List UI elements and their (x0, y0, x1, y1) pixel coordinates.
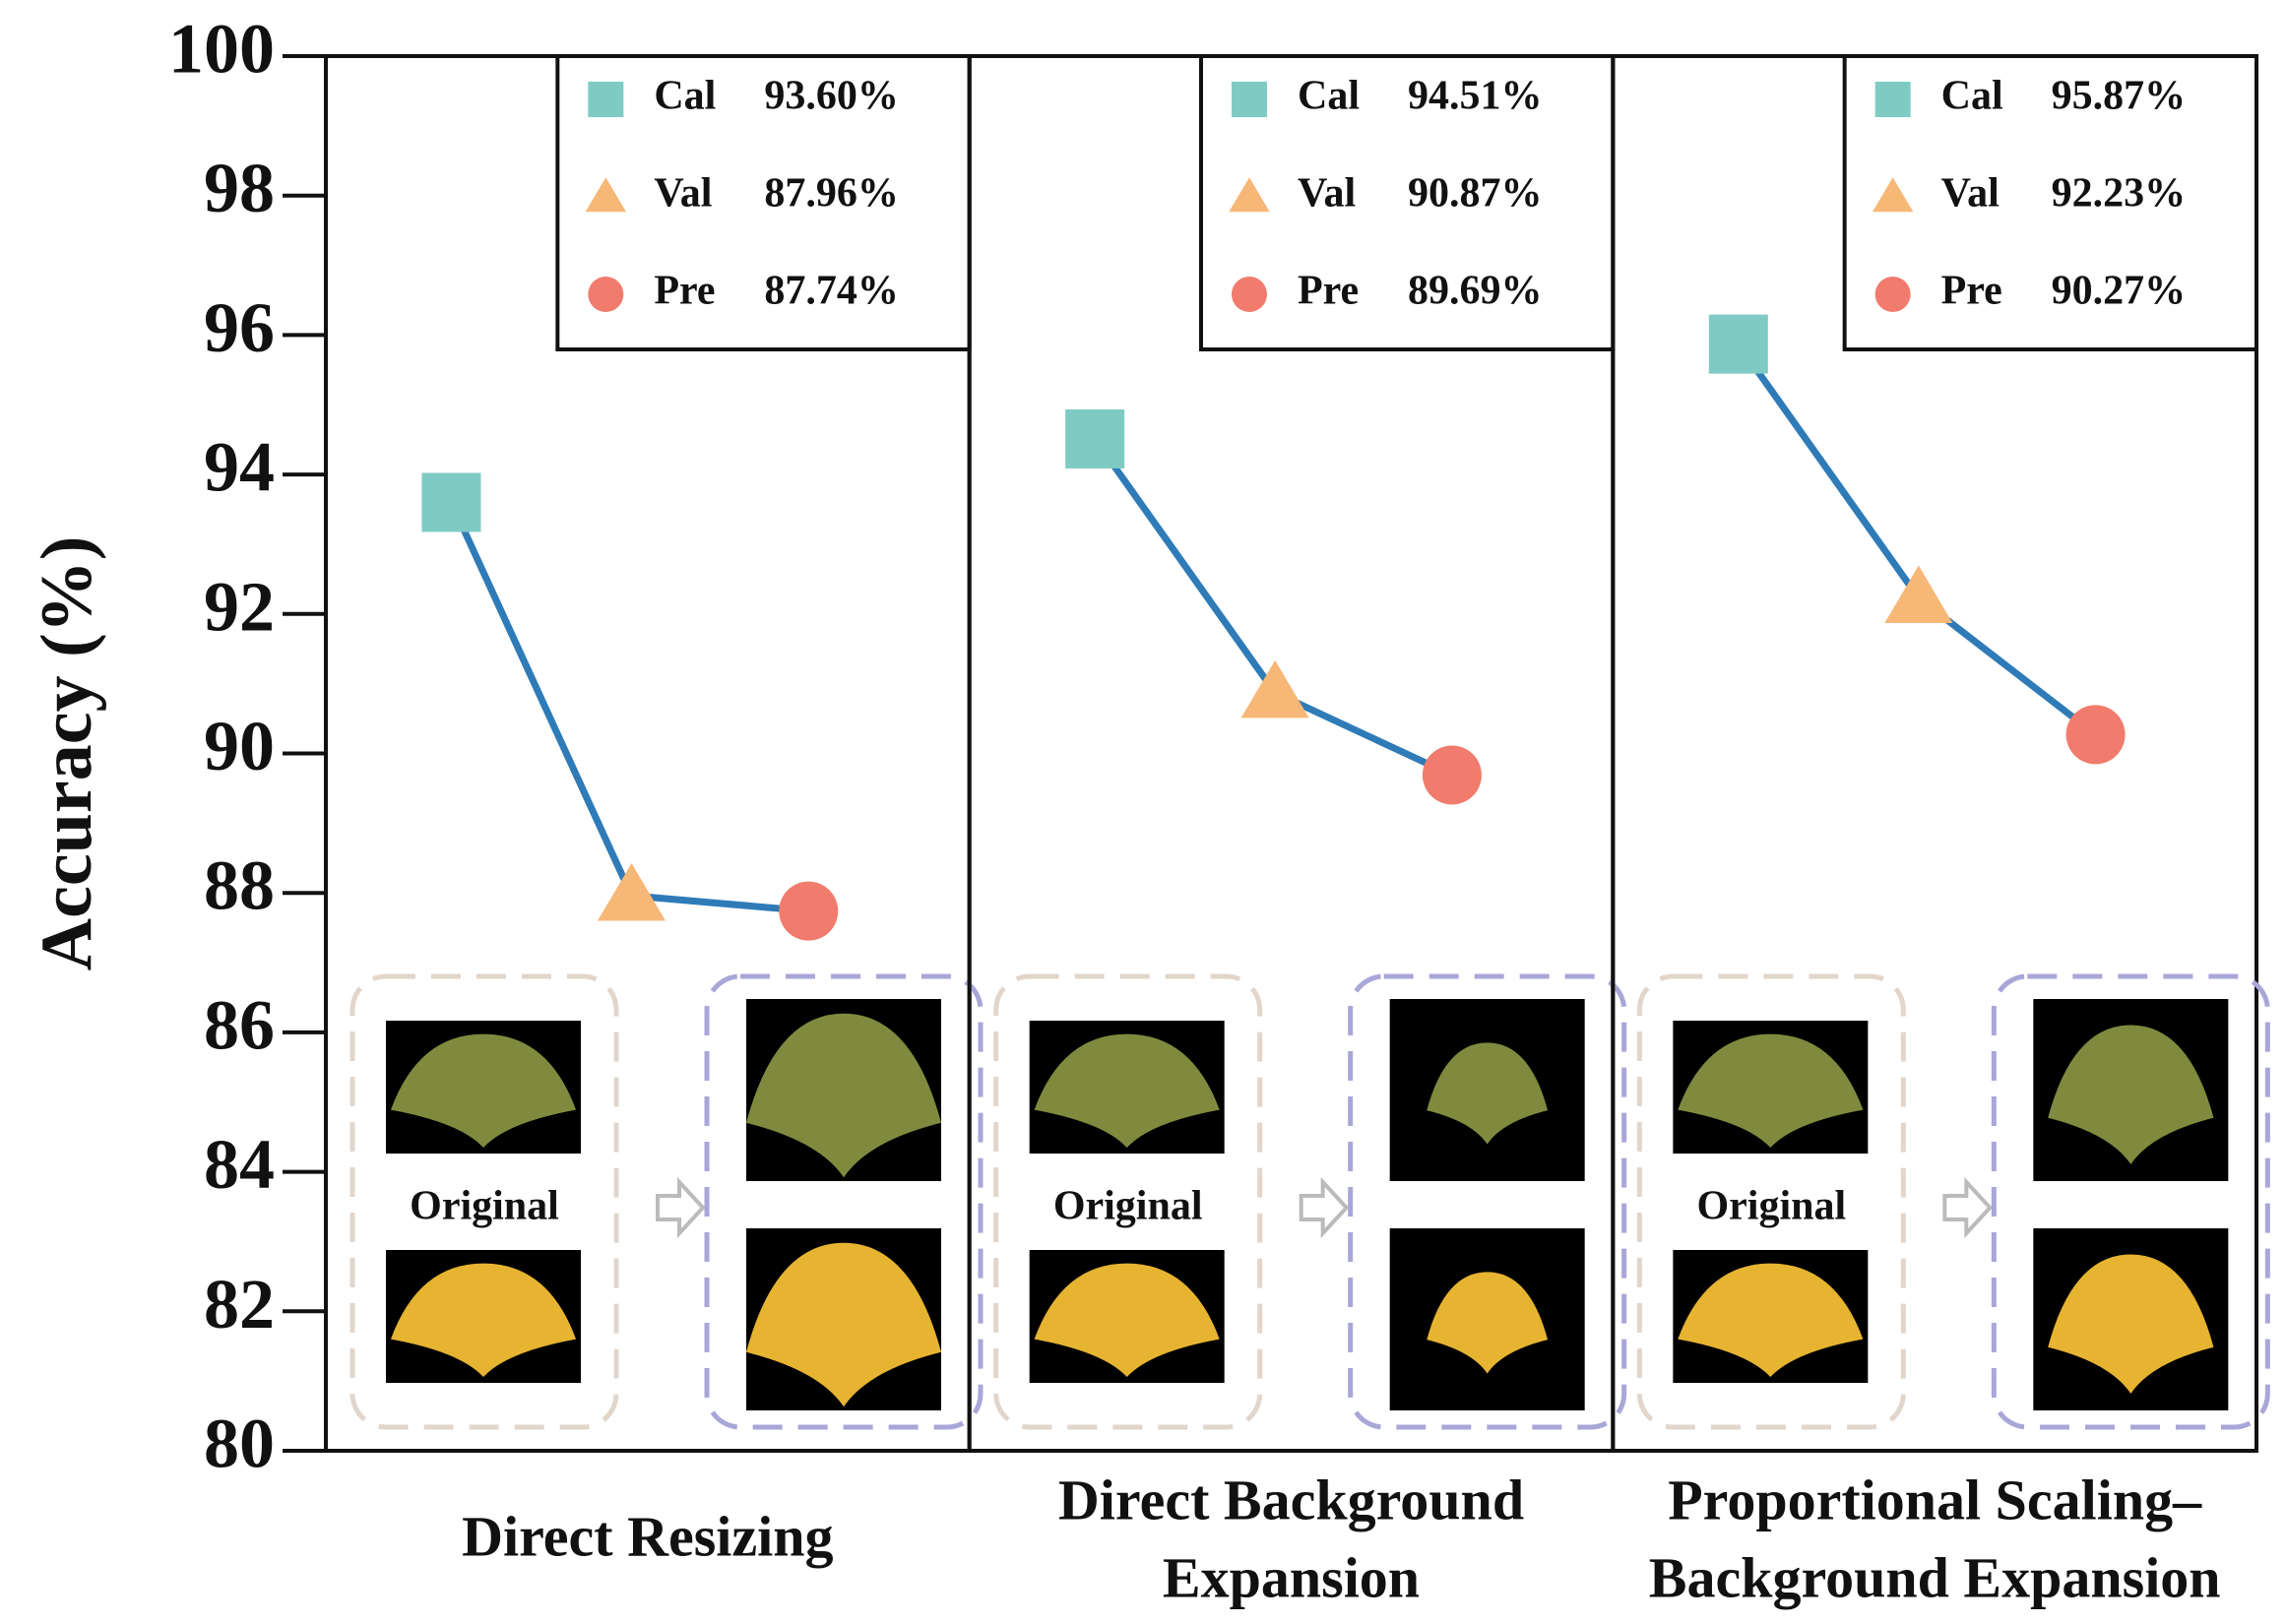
legend-value: 89.69% (1408, 269, 1543, 314)
leaf-image (746, 1013, 941, 1178)
panel-title: Expansion (1163, 1545, 1420, 1609)
y-tick-label: 96 (204, 288, 275, 367)
image-label: Original (1053, 1184, 1203, 1229)
legend-box (1842, 54, 2258, 351)
marker-circle (1231, 277, 1267, 312)
image-label: Original (410, 1184, 559, 1229)
leaf-image (1427, 1042, 1549, 1145)
y-tick-label: 100 (168, 10, 275, 89)
leaf-image (2048, 1254, 2214, 1394)
leaf-image (1427, 1272, 1549, 1374)
legend-value: 87.96% (764, 171, 899, 217)
legend-label: Pre (654, 269, 715, 314)
legend-value: 90.87% (1408, 171, 1543, 217)
original-box (349, 973, 619, 1430)
arrow-icon (1299, 1176, 1350, 1239)
marker-triangle (597, 863, 666, 921)
leaf-image (390, 1263, 577, 1378)
legend-label: Val (654, 171, 712, 217)
leaf-image (1678, 1033, 1864, 1149)
panel-title: Background Expansion (1649, 1545, 2221, 1609)
legend-label: Pre (1298, 269, 1359, 314)
panel-title: Direct Resizing (462, 1504, 833, 1568)
data-line (1092, 436, 1454, 779)
legend-value: 87.74% (764, 269, 899, 314)
y-tick-label: 82 (204, 1265, 275, 1343)
panel-title: Proportional Scaling– (1668, 1468, 2202, 1531)
arrow-icon (1942, 1176, 1994, 1239)
legend-value: 93.60% (764, 74, 899, 119)
arrow-icon (656, 1176, 706, 1239)
panel-title: Direct Background (1058, 1468, 1524, 1531)
legend-value: 92.23% (2052, 171, 2187, 217)
y-tick-label: 90 (204, 707, 275, 785)
marker-circle (2065, 705, 2126, 765)
legend-label: Cal (1298, 74, 1360, 119)
marker-circle (1422, 745, 1482, 805)
marker-square (421, 472, 481, 532)
legend-label: Cal (1941, 74, 2003, 119)
original-box (1636, 973, 1906, 1430)
marker-circle (1874, 277, 1911, 312)
marker-square (1874, 82, 1911, 117)
y-tick-label: 94 (204, 428, 275, 507)
y-tick-label: 88 (204, 846, 275, 925)
leaf-image (390, 1033, 577, 1149)
leaf-image (1678, 1263, 1864, 1378)
legend-value: 90.27% (2052, 269, 2187, 314)
legend-label: Cal (654, 74, 716, 119)
legend-value: 95.87% (2052, 74, 2187, 119)
image-label: Original (1696, 1184, 1846, 1229)
processed-box (1348, 973, 1627, 1430)
legend-label: Val (1941, 171, 2000, 217)
y-tick-label: 80 (204, 1405, 275, 1483)
data-line (448, 500, 809, 915)
processed-box (1991, 973, 2270, 1430)
original-box (993, 973, 1263, 1430)
marker-triangle (1240, 659, 1309, 718)
y-tick-label: 84 (204, 1125, 275, 1204)
marker-square (1231, 82, 1267, 117)
marker-square (1708, 314, 1768, 374)
processed-box (704, 973, 984, 1430)
marker-square (1065, 408, 1125, 468)
legend-value: 94.51% (1408, 74, 1543, 119)
leaf-image (1034, 1263, 1220, 1378)
y-tick-label: 86 (204, 985, 275, 1064)
data-line (1735, 342, 2098, 738)
legend-box (1198, 54, 1616, 351)
marker-triangle (1229, 177, 1270, 213)
marker-square (588, 82, 624, 117)
legend-label: Val (1298, 171, 1356, 217)
y-tick-label: 98 (204, 149, 275, 227)
marker-triangle (1872, 177, 1914, 213)
y-tick-label: 92 (204, 567, 275, 646)
marker-circle (779, 881, 839, 941)
marker-triangle (1884, 565, 1953, 624)
leaf-image (1034, 1033, 1220, 1149)
leaf-image (2048, 1025, 2214, 1164)
marker-triangle (585, 177, 627, 213)
marker-circle (588, 277, 624, 312)
y-axis-label: Accuracy (%) (27, 536, 107, 971)
legend-label: Pre (1941, 269, 2002, 314)
legend-box (555, 54, 972, 351)
leaf-image (746, 1242, 941, 1407)
